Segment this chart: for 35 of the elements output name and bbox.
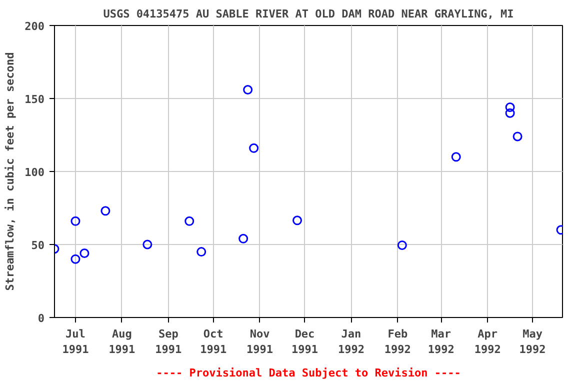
point xyxy=(249,143,259,153)
point xyxy=(100,206,110,216)
y-tick-label: 0 xyxy=(38,312,44,325)
y-tick-label: 100 xyxy=(24,166,45,179)
x-tick-label: Jul 1991 xyxy=(62,328,90,356)
point xyxy=(512,132,522,142)
point xyxy=(505,108,515,118)
point xyxy=(451,152,461,162)
point xyxy=(70,254,80,264)
point xyxy=(238,234,248,244)
y-tick-label: 200 xyxy=(24,20,45,33)
x-tick-label: Jan 1992 xyxy=(338,328,364,356)
x-tick-label: Apr 1992 xyxy=(474,328,501,356)
point xyxy=(142,240,152,250)
point xyxy=(292,216,302,226)
y-axis-title: Streamflow, in cubic feet per second xyxy=(4,52,17,291)
x-tick-label: Nov 1991 xyxy=(246,328,274,356)
point xyxy=(196,247,206,257)
point xyxy=(243,85,253,94)
text: ---- Provisional Data Subject to Revision ---- xyxy=(156,366,461,380)
y-tick-label: 50 xyxy=(31,239,45,252)
point xyxy=(80,248,90,258)
point xyxy=(397,240,407,250)
point xyxy=(505,102,515,112)
x-tick-label: Mar 1992 xyxy=(428,328,454,356)
point xyxy=(184,216,194,226)
point xyxy=(70,216,80,226)
y-tick-label: 150 xyxy=(24,93,45,106)
x-tick-label: Aug 1991 xyxy=(108,328,136,356)
chart-title: USGS 04135475 AU SABLE RIVER AT OLD DAM ROAD NEAR GRAYLING, MI xyxy=(103,8,514,20)
x-tick-label: May 1992 xyxy=(519,328,546,356)
x-tick-label: Sep 1991 xyxy=(155,328,182,356)
x-tick-label: Dec 1991 xyxy=(292,328,318,356)
x-tick-label: Feb 1992 xyxy=(384,328,411,356)
x-tick-label: Oct 1991 xyxy=(200,328,227,356)
